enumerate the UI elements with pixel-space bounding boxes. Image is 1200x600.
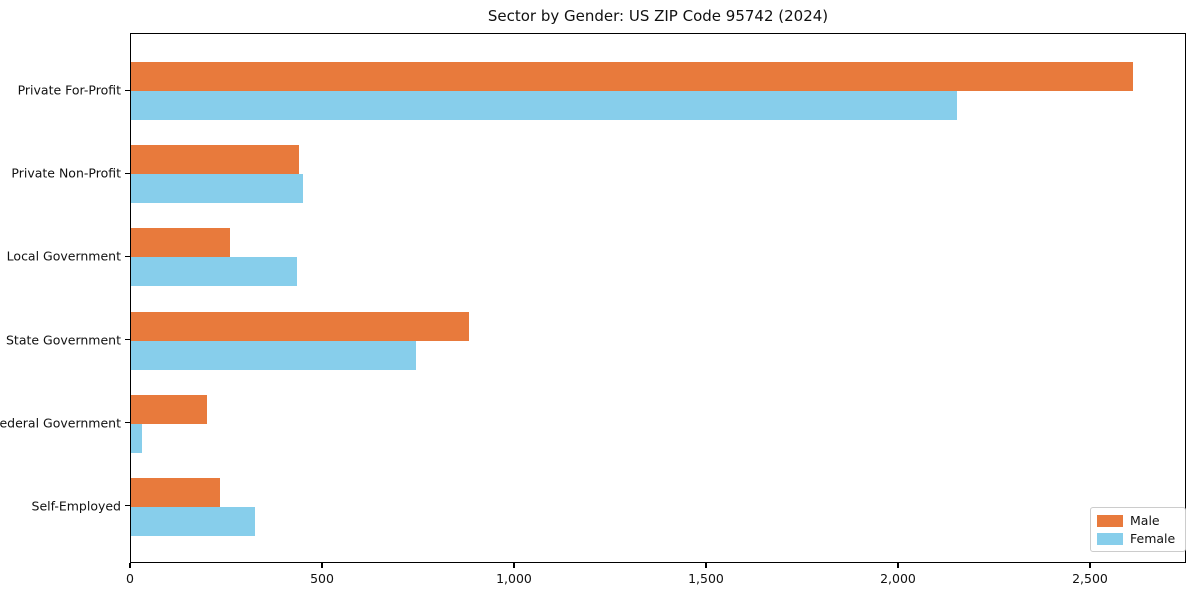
male-legend-swatch — [1097, 514, 1123, 527]
category-label: Local Government — [6, 248, 121, 264]
y-tick-mark — [125, 504, 130, 507]
x-tick-label: 2,500 — [1072, 571, 1108, 586]
y-tick-mark — [125, 421, 130, 424]
x-tick-mark — [705, 563, 707, 568]
x-tick-label: 2,000 — [880, 571, 916, 586]
bar-male-5 — [131, 394, 207, 424]
bar-female-4 — [131, 340, 416, 370]
x-tick-mark — [1089, 563, 1091, 568]
x-tick-mark — [129, 563, 131, 568]
bar-male-4 — [131, 311, 469, 341]
category-label: Private Non-Profit — [11, 165, 121, 181]
x-tick-label: 1,500 — [688, 571, 724, 586]
legend-item-female: Female — [1097, 531, 1179, 546]
female-legend-label: Female — [1130, 531, 1176, 546]
bar-male-2 — [131, 145, 299, 175]
x-tick-mark — [897, 563, 899, 568]
bar-female-2 — [131, 174, 303, 204]
category-label: State Government — [5, 332, 121, 348]
chart-title: Sector by Gender: US ZIP Code 95742 (202… — [487, 7, 829, 25]
bar-male-3 — [131, 228, 230, 258]
female-legend-swatch — [1097, 532, 1123, 545]
category-label: Self-Employed — [31, 498, 121, 514]
legend-item-male: Male — [1097, 513, 1179, 528]
x-tick-label: 0 — [126, 571, 134, 586]
bar-female-5 — [131, 423, 143, 453]
bar-female-3 — [131, 257, 297, 287]
y-tick-mark — [125, 255, 130, 258]
plot-area — [130, 33, 1186, 563]
legend: Male Female — [1090, 507, 1186, 552]
x-tick-mark — [321, 563, 323, 568]
x-tick-mark — [513, 563, 515, 568]
male-legend-label: Male — [1130, 513, 1160, 528]
y-tick-mark — [125, 338, 130, 341]
category-label: Federal Government — [0, 415, 121, 431]
y-tick-mark — [125, 172, 130, 175]
bar-male-6 — [131, 477, 221, 507]
bar-male-1 — [131, 62, 1134, 92]
bar-female-6 — [131, 506, 255, 536]
bar-female-1 — [131, 91, 957, 121]
category-label: Private For-Profit — [17, 82, 121, 98]
x-tick-label: 1,000 — [496, 571, 532, 586]
x-tick-label: 500 — [310, 571, 334, 586]
y-tick-mark — [125, 89, 130, 92]
